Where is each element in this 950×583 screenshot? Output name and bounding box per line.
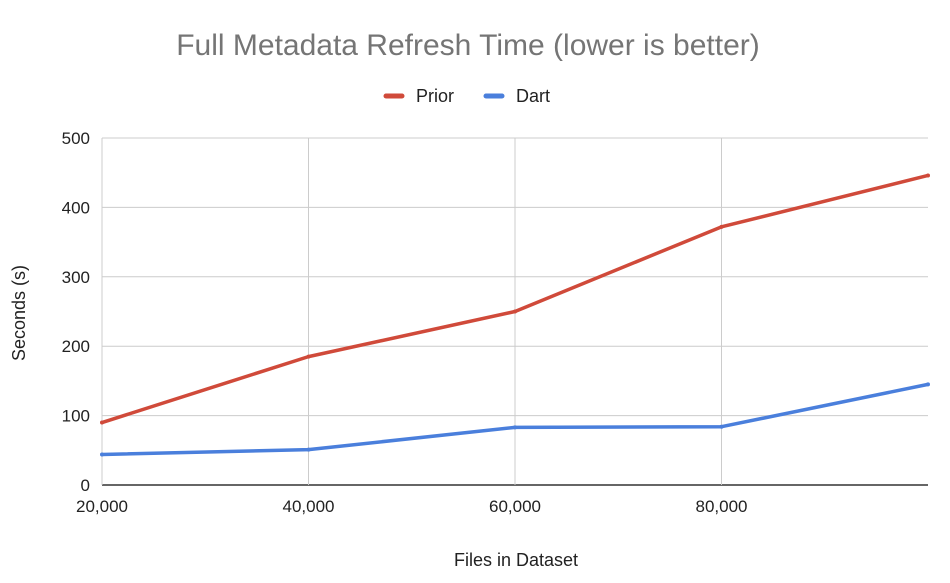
legend: Prior Dart	[383, 86, 550, 106]
x-tick-label: 20,000	[76, 497, 128, 516]
x-axis-label: Files in Dataset	[454, 550, 578, 570]
x-axis-ticks: 20,000 40,000 60,000 80,000	[76, 497, 748, 516]
x-tick-label: 40,000	[283, 497, 335, 516]
y-axis-ticks: 0 100 200 300 400 500	[62, 129, 90, 495]
legend-label-prior: Prior	[416, 86, 454, 106]
legend-label-dart: Dart	[516, 86, 550, 106]
data-point-dart	[719, 424, 724, 429]
data-point-prior	[719, 224, 724, 229]
data-point-dart	[100, 452, 104, 457]
grid	[101, 137, 928, 486]
y-tick-label: 100	[62, 407, 90, 426]
y-tick-label: 500	[62, 129, 90, 148]
data-point-dart	[513, 425, 517, 430]
data-point-prior	[513, 309, 517, 314]
data-point-dart	[306, 447, 311, 452]
x-tick-label: 60,000	[489, 497, 541, 516]
data-point-prior	[926, 173, 930, 178]
series-lines	[100, 173, 930, 457]
y-tick-label: 400	[62, 198, 90, 217]
y-tick-label: 300	[62, 268, 90, 287]
chart-title: Full Metadata Refresh Time (lower is bet…	[176, 29, 760, 62]
y-axis-label: Seconds (s)	[9, 265, 29, 361]
data-point-prior	[306, 354, 311, 359]
y-tick-label: 200	[62, 337, 90, 356]
x-tick-label: 80,000	[696, 497, 748, 516]
data-point-dart	[926, 382, 930, 387]
data-point-prior	[100, 420, 104, 425]
y-tick-label: 0	[81, 476, 90, 495]
